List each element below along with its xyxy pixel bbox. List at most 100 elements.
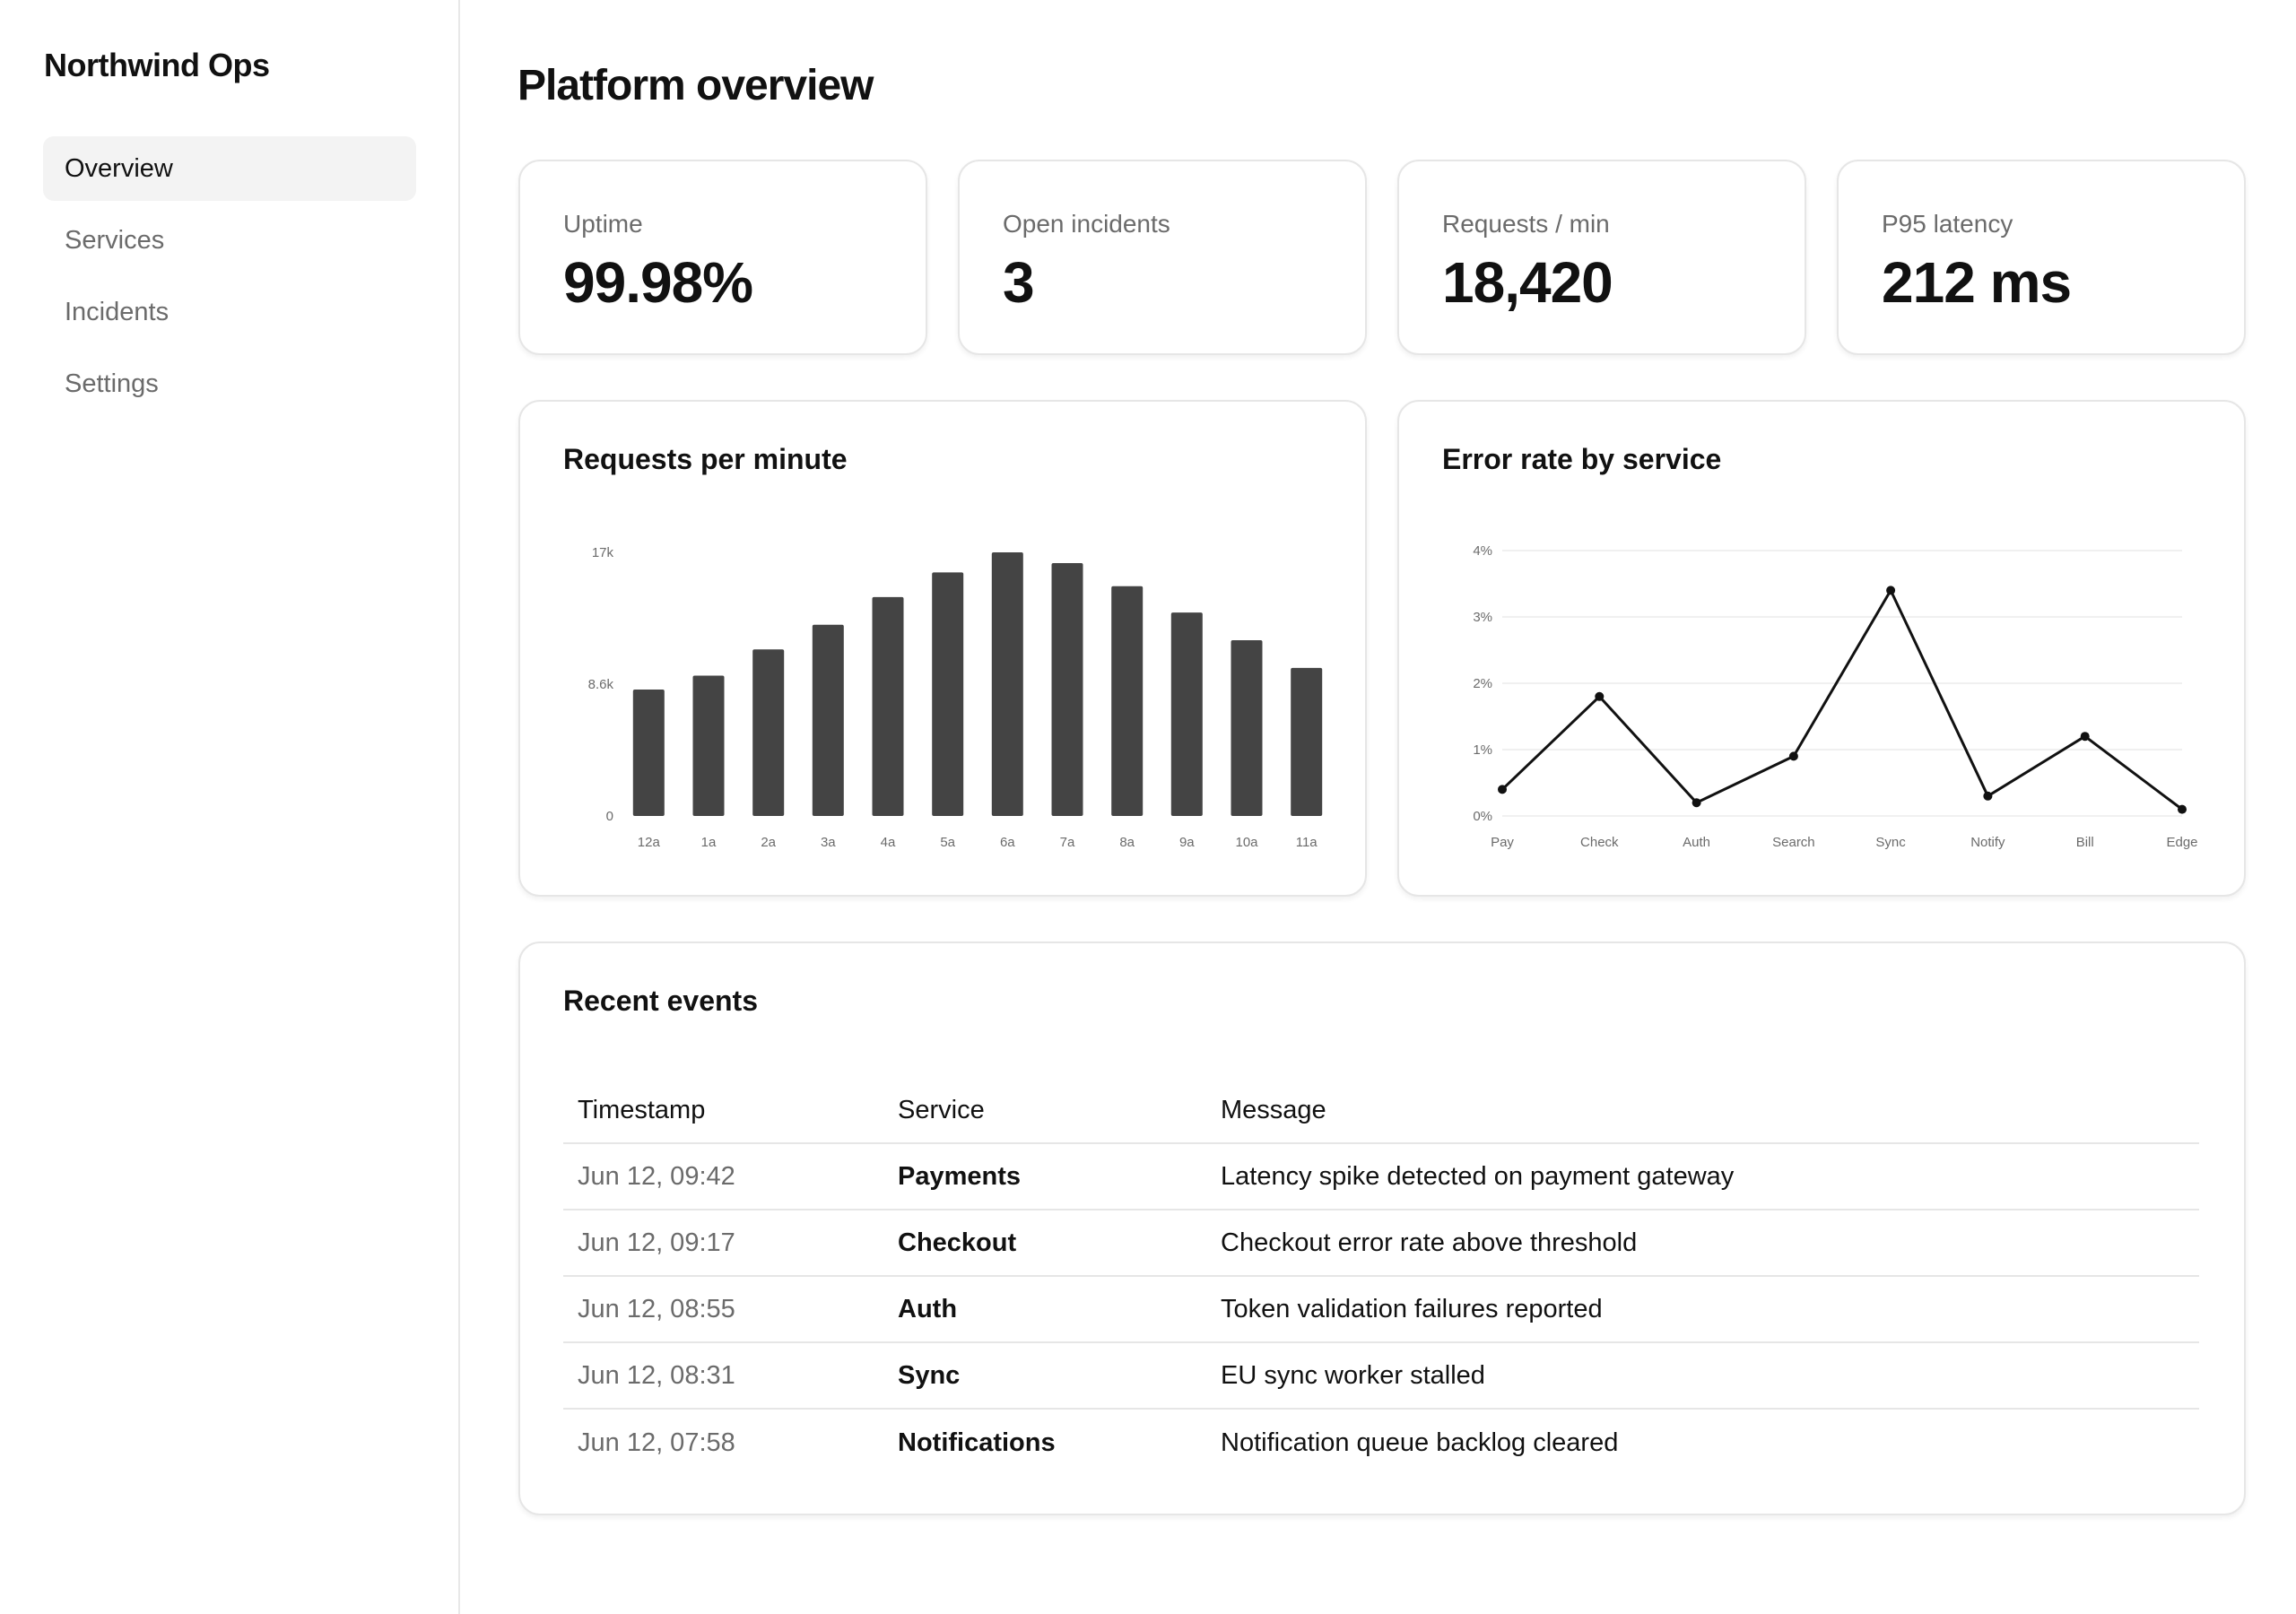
table-row[interactable]: Jun 12, 07:58 Notifications Notification… bbox=[563, 1410, 2199, 1476]
bar bbox=[932, 572, 964, 816]
y-tick-label: 0% bbox=[1473, 809, 1492, 824]
x-tick-label: Search bbox=[1772, 835, 1815, 850]
event-timestamp: Jun 12, 09:17 bbox=[578, 1228, 735, 1257]
chart-title: Error rate by service bbox=[1442, 443, 1722, 475]
y-tick-label: 17k bbox=[592, 545, 614, 560]
kpi-label: P95 latency bbox=[1882, 210, 2013, 238]
chart-title: Requests per minute bbox=[563, 443, 848, 475]
bar bbox=[1231, 640, 1263, 816]
x-tick-label: 4a bbox=[881, 835, 896, 850]
sidebar-item-overview[interactable]: Overview bbox=[43, 136, 416, 201]
x-tick-label: 8a bbox=[1119, 835, 1135, 850]
requests-bar-chart: 0 8.6k 17k 12a 1a 2a 3a 4a 5a 6a 7a 8a 9a 10a 11a bbox=[588, 545, 1323, 850]
kpi-label: Requests / min bbox=[1442, 210, 1610, 238]
x-tick-label: 11a bbox=[1296, 835, 1318, 850]
app-brand: Northwind Ops bbox=[44, 47, 270, 83]
x-tick-label: 7a bbox=[1060, 835, 1075, 850]
events-table: Timestamp Service Message Jun 12, 09:42 … bbox=[563, 1078, 2199, 1476]
kpi-card-requests-per-min: Requests / min 18,420 bbox=[1397, 160, 1806, 355]
kpi-label: Uptime bbox=[563, 210, 643, 238]
sidebar-item-incidents[interactable]: Incidents bbox=[43, 280, 416, 344]
sidebar-item-label: Settings bbox=[65, 369, 159, 398]
event-message: Token validation failures reported bbox=[1221, 1294, 1603, 1323]
x-tick-label: 9a bbox=[1179, 835, 1195, 850]
event-service: Sync bbox=[898, 1360, 961, 1390]
x-tick-label: 2a bbox=[761, 835, 776, 850]
event-service: Payments bbox=[898, 1161, 1022, 1191]
bar bbox=[632, 690, 665, 816]
series-line bbox=[1500, 588, 2183, 811]
y-tick-label: 0 bbox=[606, 809, 613, 824]
data-point bbox=[1886, 586, 1896, 595]
bar bbox=[752, 649, 785, 816]
x-tick-label: 12a bbox=[638, 835, 661, 850]
x-tick-label: Sync bbox=[1875, 835, 1906, 850]
error-rate-line-chart: 0% 1% 2% 3% 4% Pay Check Auth Search Sync Notify Bi… bbox=[1473, 543, 2197, 850]
event-message: EU sync worker stalled bbox=[1221, 1360, 1485, 1390]
column-header-service: Service bbox=[898, 1095, 985, 1124]
kpi-value: 99.98% bbox=[563, 250, 753, 315]
x-tick-label: 5a bbox=[940, 835, 955, 850]
x-tick-label: 6a bbox=[1000, 835, 1015, 850]
event-timestamp: Jun 12, 08:55 bbox=[578, 1294, 735, 1323]
x-tick-label: Notify bbox=[1970, 835, 2005, 850]
kpi-card-p95-latency: P95 latency 212 ms bbox=[1837, 160, 2246, 355]
data-point bbox=[1983, 791, 1993, 801]
data-point bbox=[1595, 691, 1605, 701]
event-message: Latency spike detected on payment gatewa… bbox=[1221, 1161, 1735, 1191]
sidebar-item-services[interactable]: Services bbox=[43, 208, 416, 273]
bar bbox=[872, 596, 904, 816]
event-timestamp: Jun 12, 07:58 bbox=[578, 1427, 735, 1457]
requests-chart-card: Requests per minute 0 8.6k 17k 12a 1a 2a 3a 4a 5… bbox=[518, 400, 1367, 897]
sidebar-nav: Overview Services Incidents Settings bbox=[43, 136, 416, 423]
data-point bbox=[2080, 732, 2090, 742]
kpi-card-open-incidents: Open incidents 3 bbox=[958, 160, 1367, 355]
event-service: Checkout bbox=[898, 1228, 1017, 1257]
table-row[interactable]: Jun 12, 08:55 Auth Token validation fail… bbox=[563, 1277, 2199, 1343]
x-tick-label: 3a bbox=[821, 835, 836, 850]
data-point bbox=[1692, 798, 1701, 808]
table-row[interactable]: Jun 12, 09:42 Payments Latency spike det… bbox=[563, 1144, 2199, 1210]
x-tick-label: Edge bbox=[2166, 835, 2197, 850]
table-row[interactable]: Jun 12, 08:31 Sync EU sync worker stalle… bbox=[563, 1343, 2199, 1410]
data-point bbox=[1498, 785, 1507, 794]
table-header: Timestamp Service Message bbox=[563, 1078, 2199, 1144]
bar bbox=[1051, 563, 1083, 816]
sidebar: Northwind Ops Overview Services Incident… bbox=[0, 0, 460, 1614]
sidebar-item-label: Services bbox=[65, 225, 165, 255]
bar bbox=[1170, 612, 1203, 816]
column-header-message: Message bbox=[1221, 1095, 1326, 1124]
y-tick-label: 2% bbox=[1473, 676, 1492, 691]
bar bbox=[1111, 586, 1144, 816]
column-header-timestamp: Timestamp bbox=[578, 1095, 706, 1124]
kpi-value: 18,420 bbox=[1442, 250, 1613, 315]
event-service: Notifications bbox=[898, 1427, 1056, 1457]
recent-events-card: Recent events Timestamp Service Message … bbox=[518, 941, 2246, 1515]
kpi-value: 212 ms bbox=[1882, 250, 2072, 315]
event-timestamp: Jun 12, 08:31 bbox=[578, 1360, 735, 1390]
section-title: Recent events bbox=[563, 985, 758, 1017]
event-timestamp: Jun 12, 09:42 bbox=[578, 1161, 735, 1191]
bar bbox=[692, 675, 725, 816]
sidebar-item-settings[interactable]: Settings bbox=[43, 351, 416, 416]
data-point bbox=[2178, 804, 2187, 814]
error-rate-chart-card: Error rate by service 0% 1% 2% 3% 4% Pay Check… bbox=[1397, 400, 2246, 897]
x-tick-label: Bill bbox=[2076, 835, 2094, 850]
bar bbox=[991, 552, 1023, 816]
kpi-card-uptime: Uptime 99.98% bbox=[518, 160, 927, 355]
y-tick-label: 1% bbox=[1473, 742, 1492, 758]
bar bbox=[812, 624, 844, 816]
y-tick-label: 4% bbox=[1473, 543, 1492, 559]
page-title: Platform overview bbox=[517, 62, 874, 109]
kpi-value: 3 bbox=[1003, 250, 1035, 315]
y-tick-label: 8.6k bbox=[588, 677, 614, 692]
sidebar-item-label: Incidents bbox=[65, 297, 170, 326]
x-tick-label: Auth bbox=[1683, 835, 1710, 850]
x-tick-label: Pay bbox=[1491, 835, 1514, 850]
data-point bbox=[1788, 751, 1798, 761]
sidebar-item-label: Overview bbox=[65, 153, 173, 183]
table-row[interactable]: Jun 12, 09:17 Checkout Checkout error ra… bbox=[563, 1210, 2199, 1277]
event-service: Auth bbox=[898, 1294, 958, 1323]
x-tick-label: 10a bbox=[1235, 835, 1258, 850]
y-tick-label: 3% bbox=[1473, 610, 1492, 625]
